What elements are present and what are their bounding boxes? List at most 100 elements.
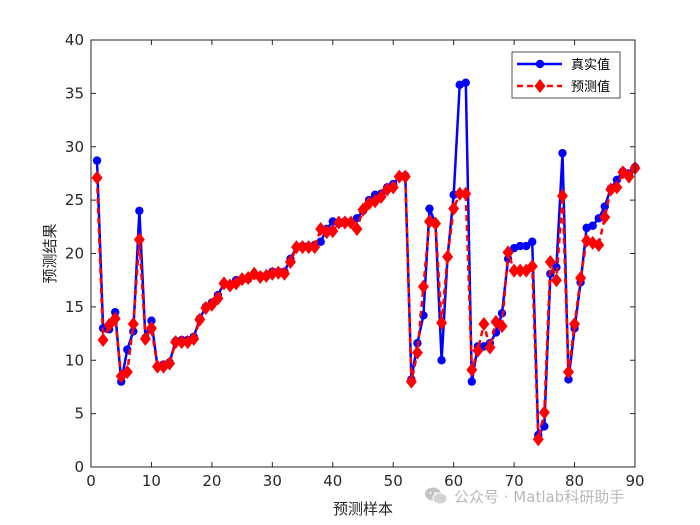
series-2-point: [454, 186, 466, 201]
x-tick-label: 50: [384, 472, 403, 490]
series-2-point: [291, 240, 303, 255]
series-1-point: [425, 204, 434, 213]
x-tick-label: 0: [86, 472, 96, 490]
series-2-point: [194, 312, 206, 327]
series-2-point: [309, 240, 321, 255]
series-2-point: [393, 169, 405, 184]
legend-marker-series-2: [534, 79, 546, 93]
series-2-point: [109, 311, 121, 326]
series-1-point: [612, 175, 622, 185]
series-2-point: [411, 345, 423, 360]
series-2-point: [170, 335, 182, 350]
series-2-point: [345, 215, 357, 230]
series-2-point: [538, 405, 550, 420]
series-2-point: [575, 271, 587, 286]
series-2-point: [563, 364, 575, 379]
series-1-point: [564, 375, 573, 384]
legend: 真实值 预测值: [511, 51, 621, 99]
series-2-point: [569, 316, 581, 331]
series-2-point: [478, 316, 490, 331]
series-1-point: [558, 148, 567, 158]
series-2-point: [387, 180, 399, 195]
series-1-point: [437, 356, 446, 365]
series-2-point: [460, 186, 472, 201]
series-2-point: [139, 331, 151, 346]
series-1-point: [316, 237, 325, 246]
series-2-point: [284, 255, 296, 270]
series-2-point: [103, 318, 115, 333]
y-tick-label: 30: [65, 138, 84, 156]
series-2-point: [526, 259, 538, 274]
legend-label-series-1: 真实值: [571, 57, 610, 73]
series-2-point: [599, 210, 611, 225]
series-2-point: [442, 249, 454, 264]
y-tick-label: 20: [65, 245, 84, 263]
series-1-point: [588, 221, 597, 230]
watermark-text: 公众号 · Matlab科研助手: [454, 487, 625, 506]
series-2-point: [405, 374, 417, 389]
y-axis-label: 预测结果: [41, 223, 59, 283]
series-2-point: [448, 201, 460, 216]
series-1-point: [92, 156, 102, 165]
series-2-point: [91, 170, 103, 185]
series-2-point: [127, 316, 139, 331]
series-2-point: [133, 232, 145, 247]
x-tick-label: 60: [444, 472, 463, 490]
series-2-point: [496, 319, 508, 334]
series-1-point: [467, 377, 476, 386]
series-2-point: [97, 332, 109, 347]
series-2-point: [212, 291, 224, 306]
y-tick-label: 40: [65, 31, 84, 49]
series-2-point: [514, 263, 526, 278]
series-2-point: [303, 240, 315, 255]
series-2-point: [327, 224, 339, 239]
series-1-point: [515, 241, 525, 251]
series-2-point: [532, 432, 544, 447]
series-1-point: [522, 241, 531, 251]
series-2-point: [188, 331, 200, 346]
series-2-point: [502, 245, 514, 260]
series-2-point: [417, 279, 429, 294]
series-2-point: [611, 180, 623, 195]
x-tick-label: 80: [565, 472, 584, 490]
series-2-point: [484, 340, 496, 355]
series-2-point: [544, 255, 556, 270]
x-tick-label: 90: [625, 472, 644, 490]
legend-box: [511, 51, 621, 99]
series-1-point: [528, 237, 537, 246]
watermark: 公众号 · Matlab科研助手: [424, 484, 624, 508]
x-axis-label: 预测样本: [333, 500, 393, 518]
series-1-point: [147, 316, 156, 325]
series-2-point: [339, 215, 351, 230]
series-1-point: [461, 78, 470, 87]
series-2-point: [164, 356, 176, 371]
x-tick-label: 70: [505, 472, 524, 490]
series-2-point: [550, 273, 562, 288]
series-2-point: [151, 359, 163, 374]
x-tick-label: 30: [263, 472, 282, 490]
series-2-point: [399, 169, 411, 184]
series-2-point: [121, 364, 133, 379]
legend-marker-series-1: [535, 59, 545, 69]
y-tick-label: 5: [74, 405, 84, 423]
series-2-point: [333, 215, 345, 230]
series-2-point: [436, 315, 448, 330]
series-2-point: [248, 266, 260, 281]
series-2-point: [375, 189, 387, 204]
y-tick-label: 25: [65, 191, 84, 209]
series-2-point: [206, 297, 218, 312]
y-tick-label: 10: [65, 351, 84, 369]
x-tick-label: 40: [323, 472, 342, 490]
y-tick-label: 15: [65, 298, 84, 316]
x-tick-label: 20: [202, 472, 221, 490]
series-2-point: [430, 216, 442, 231]
series-2-point: [145, 321, 157, 336]
axes-box: [90, 39, 636, 468]
y-tick-label: 0: [74, 458, 84, 476]
y-tick-label: 35: [65, 84, 84, 102]
series-2-point: [556, 188, 568, 203]
wechat-icon: [425, 487, 448, 505]
plot-area: [91, 40, 635, 467]
series-2-point: [623, 169, 635, 184]
